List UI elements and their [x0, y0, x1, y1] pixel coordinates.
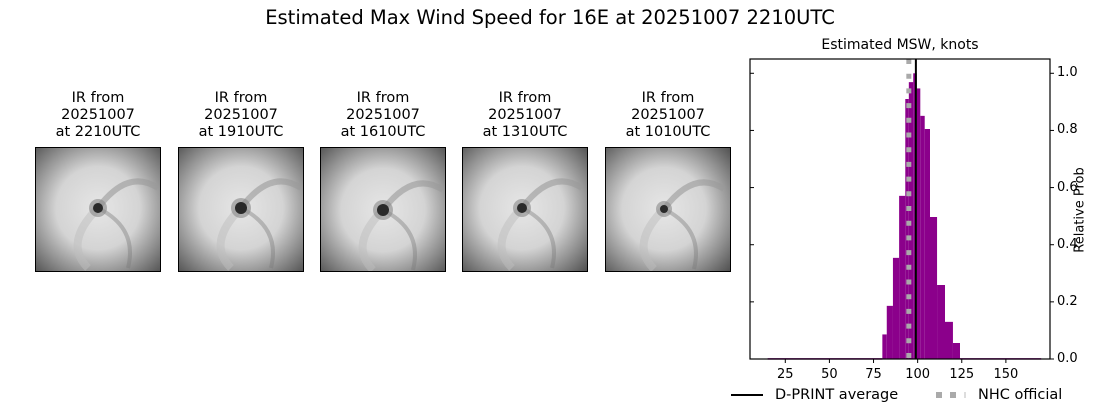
solid-line-icon: [731, 394, 763, 396]
histogram-bar: [945, 321, 953, 359]
histogram-bar: [924, 129, 930, 359]
histogram-bar: [937, 285, 945, 359]
ir-panel: IR from 20251007 at 1310UTC: [462, 90, 588, 272]
y-axis-label: Relative Prob: [1072, 167, 1088, 253]
ir-caption: IR from 20251007 at 1910UTC: [198, 90, 284, 140]
y-tick-label: 0.4: [1057, 236, 1078, 252]
ir-satellite-image: [462, 147, 588, 272]
y-tick-label: 0.2: [1057, 293, 1078, 309]
ir-caption: IR from 20251007 at 1610UTC: [340, 90, 426, 140]
y-tick-label: 1.0: [1057, 65, 1078, 81]
histogram-bar: [892, 257, 900, 359]
ir-satellite-image: [605, 147, 731, 272]
histogram-plot: [749, 58, 1054, 363]
histogram-bar: [905, 99, 909, 359]
ir-panel: IR from 20251007 at 1010UTC: [605, 90, 731, 272]
y-tick-label: 0.0: [1057, 351, 1078, 366]
histogram-bar: [886, 305, 893, 359]
ir-panel: IR from 20251007 at 1910UTC: [178, 90, 304, 272]
x-tick-label: 150: [993, 367, 1019, 382]
x-tick-label: 50: [821, 367, 838, 382]
ir-satellite-image: [178, 147, 304, 272]
legend-label-dprint: D-PRINT average: [775, 387, 899, 403]
histogram-bar: [899, 195, 906, 359]
ir-caption: IR from 20251007 at 1310UTC: [482, 90, 568, 140]
legend-item-dprint: D-PRINT average: [731, 387, 898, 403]
x-tick-label: 100: [905, 367, 931, 382]
legend-label-nhc: NHC official: [978, 387, 1063, 403]
histogram-bar: [908, 82, 914, 359]
x-tick-label: 125: [949, 367, 975, 382]
histogram-title: Estimated MSW, knots: [821, 37, 979, 53]
histogram-bar: [952, 343, 960, 359]
y-tick-label: 0.6: [1057, 179, 1078, 195]
ir-satellite-image: [35, 147, 161, 272]
dotted-line-icon: [936, 392, 966, 398]
ir-satellite-image: [320, 147, 446, 272]
histogram-bar: [920, 115, 925, 359]
ir-caption: IR from 20251007 at 1010UTC: [625, 90, 711, 140]
ir-panel: IR from 20251007 at 2210UTC: [35, 90, 161, 272]
ir-caption: IR from 20251007 at 2210UTC: [55, 90, 141, 140]
figure-title: Estimated Max Wind Speed for 16E at 2025…: [265, 6, 835, 29]
histogram-bar: [882, 334, 887, 359]
y-tick-label: 0.8: [1057, 122, 1078, 138]
histogram-bar: [916, 88, 921, 359]
legend-item-nhc: NHC official: [936, 387, 1062, 403]
histogram-bar: [930, 217, 938, 359]
ir-panel: IR from 20251007 at 1610UTC: [320, 90, 446, 272]
x-tick-label: 75: [865, 367, 882, 382]
x-tick-label: 25: [777, 367, 794, 382]
